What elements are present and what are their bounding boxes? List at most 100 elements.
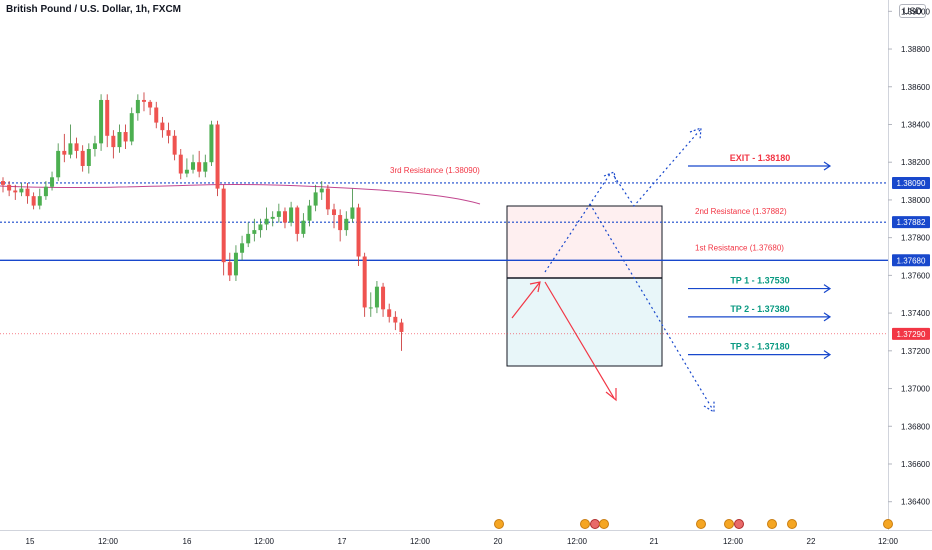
candle-body [37, 196, 42, 206]
resistance-zone [506, 205, 663, 279]
price-label-text: 1.37882 [897, 218, 926, 227]
candles [1, 92, 404, 351]
candle-body [80, 150, 85, 166]
target-arrow-head [823, 312, 832, 322]
candle-body [276, 211, 281, 217]
candle-body [74, 143, 79, 151]
target-arrow-head [823, 284, 832, 294]
candle-body [301, 220, 306, 234]
candle-body [319, 188, 324, 193]
candle-body [203, 162, 208, 172]
event-flag-icon[interactable] [767, 519, 777, 529]
price-label-box [892, 176, 930, 189]
time-tick-label: 17 [338, 537, 347, 546]
candle-body [325, 188, 330, 210]
candle-body [129, 113, 134, 142]
candle-body [258, 224, 263, 231]
resistance-label-3: 1st Resistance (1.37680) [695, 243, 784, 252]
price-tick-label: 1.36600 [901, 460, 930, 469]
candle-body [19, 188, 24, 193]
candle-body [240, 243, 245, 253]
price-label-box [892, 254, 930, 267]
target-arrow-head [823, 350, 832, 360]
candle-body [246, 233, 251, 244]
price-tick-label: 1.37000 [901, 385, 930, 394]
candle-body [99, 99, 104, 144]
candle-body [197, 162, 202, 172]
candle-body [387, 309, 392, 317]
candle-body [166, 130, 171, 136]
time-tick-label: 12:00 [254, 537, 275, 546]
event-flag-icon[interactable] [696, 519, 706, 529]
candle-body [381, 286, 386, 310]
candle-body [184, 169, 189, 174]
price-label-text: 1.37680 [897, 256, 926, 265]
candle-body [172, 135, 177, 155]
target-label: TP 3 - 1.37180 [730, 342, 789, 352]
price-axis: 1.39000 1.38800 1.38600 1.38400 1.38200 1.380… [888, 7, 930, 507]
candle-body [13, 190, 18, 193]
price-tick-label: 1.38600 [901, 83, 930, 92]
candle-body [160, 122, 165, 131]
dotted-down-head [703, 400, 715, 414]
time-tick-label: 12:00 [410, 537, 431, 546]
time-tick-label: 12:00 [878, 537, 899, 546]
event-flag-icon[interactable] [724, 519, 734, 529]
candle-body [332, 209, 337, 216]
candle-body [1, 181, 5, 185]
candle-body [264, 218, 269, 225]
candle-body [338, 215, 343, 231]
target-zone [506, 277, 663, 367]
event-icons [494, 519, 893, 529]
candle-body [362, 256, 367, 308]
candle-body [270, 216, 275, 219]
time-tick-label: 12:00 [567, 537, 588, 546]
event-flag-icon[interactable] [494, 519, 504, 529]
price-tick-label: 1.36400 [901, 498, 930, 507]
candle-body [374, 286, 379, 308]
candle-body [191, 162, 196, 170]
time-tick-label: 20 [494, 537, 503, 546]
price-tick-label: 1.37400 [901, 309, 930, 318]
time-tick-label: 21 [650, 537, 659, 546]
scenario-arrows [511, 127, 715, 414]
event-flag-icon[interactable] [787, 519, 797, 529]
event-flag-icon[interactable] [599, 519, 609, 529]
bounce-arrow-head [529, 281, 541, 293]
candle-body [209, 124, 214, 163]
resistance-label-1: 3rd Resistance (1.38090) [390, 166, 480, 175]
down-arrow [544, 281, 615, 399]
time-tick-label: 16 [183, 537, 192, 546]
price-tick-label: 1.38000 [901, 196, 930, 205]
candle-body [289, 207, 294, 223]
dotted-up-head-1 [603, 171, 617, 183]
resistance-label-2: 2nd Resistance (1.37882) [695, 207, 787, 216]
candle-body [50, 177, 55, 187]
price-tick-label: 1.38200 [901, 158, 930, 167]
candle-body [350, 207, 355, 219]
candle-body [295, 207, 300, 234]
candle-body [111, 135, 116, 148]
event-flag-icon[interactable] [580, 519, 590, 529]
dotted-up-path-2 [613, 129, 701, 207]
down-arrow-head [605, 388, 617, 402]
candle-body [368, 307, 373, 309]
chart-title: British Pound / U.S. Dollar, 1h, FXCM [6, 4, 182, 15]
event-flag-icon[interactable] [590, 519, 600, 529]
target-label: TP 1 - 1.37530 [730, 276, 789, 286]
candle-body [233, 252, 238, 276]
candle-body [148, 101, 153, 108]
candle-body [123, 132, 128, 142]
target-label: TP 2 - 1.37380 [730, 304, 789, 314]
currency-badge[interactable]: USD [898, 4, 926, 18]
event-flag-icon[interactable] [734, 519, 744, 529]
candle-body [105, 99, 110, 136]
candle-body [282, 211, 287, 223]
candle-body [307, 205, 312, 221]
event-flag-icon[interactable] [883, 519, 893, 529]
target-label: EXIT - 1.38180 [730, 153, 791, 163]
candle-body [154, 107, 159, 123]
target-arrow-head [823, 161, 832, 171]
price-label-box [892, 327, 930, 340]
